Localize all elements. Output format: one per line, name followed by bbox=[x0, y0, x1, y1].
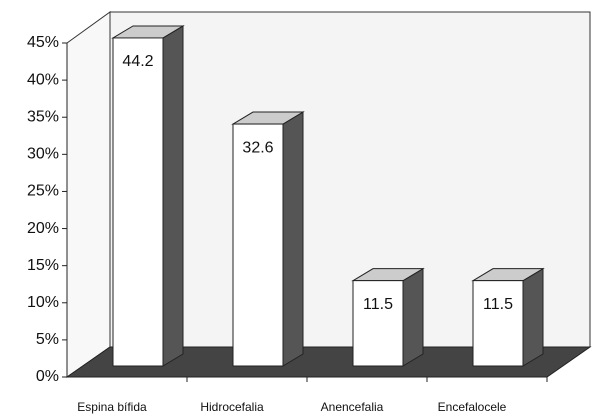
bar bbox=[472, 280, 524, 367]
value-label: 32.6 bbox=[242, 139, 273, 156]
value-label: 44.2 bbox=[122, 53, 153, 70]
y-tick-label: 15% bbox=[27, 257, 59, 274]
y-tick-label: 5% bbox=[36, 331, 59, 348]
y-tick-label: 20% bbox=[27, 220, 59, 237]
x-tick-label: Espina bífida bbox=[77, 400, 147, 414]
y-tick-label: 0% bbox=[36, 368, 59, 385]
bar-side bbox=[162, 25, 184, 367]
bar bbox=[232, 123, 284, 367]
y-tick-label: 30% bbox=[27, 146, 59, 163]
bar-side bbox=[522, 267, 544, 367]
x-tick-label: Hidrocefalia bbox=[200, 400, 264, 414]
bar-side bbox=[402, 267, 424, 367]
value-label: 11.5 bbox=[363, 296, 393, 313]
bar-side bbox=[282, 111, 304, 367]
bar bbox=[352, 280, 404, 367]
bar bbox=[112, 37, 164, 367]
y-tick-label: 40% bbox=[27, 71, 59, 88]
y-tick-label: 45% bbox=[27, 34, 59, 51]
y-tick-label: 25% bbox=[27, 183, 59, 200]
y-tick-label: 35% bbox=[27, 108, 59, 125]
value-label: 11.5 bbox=[483, 296, 513, 313]
y-tick-label: 10% bbox=[27, 294, 59, 311]
x-tick-label: Anencefalia bbox=[321, 400, 384, 414]
side-wall bbox=[66, 11, 111, 378]
x-tick-label: Encefalocele bbox=[438, 400, 507, 414]
